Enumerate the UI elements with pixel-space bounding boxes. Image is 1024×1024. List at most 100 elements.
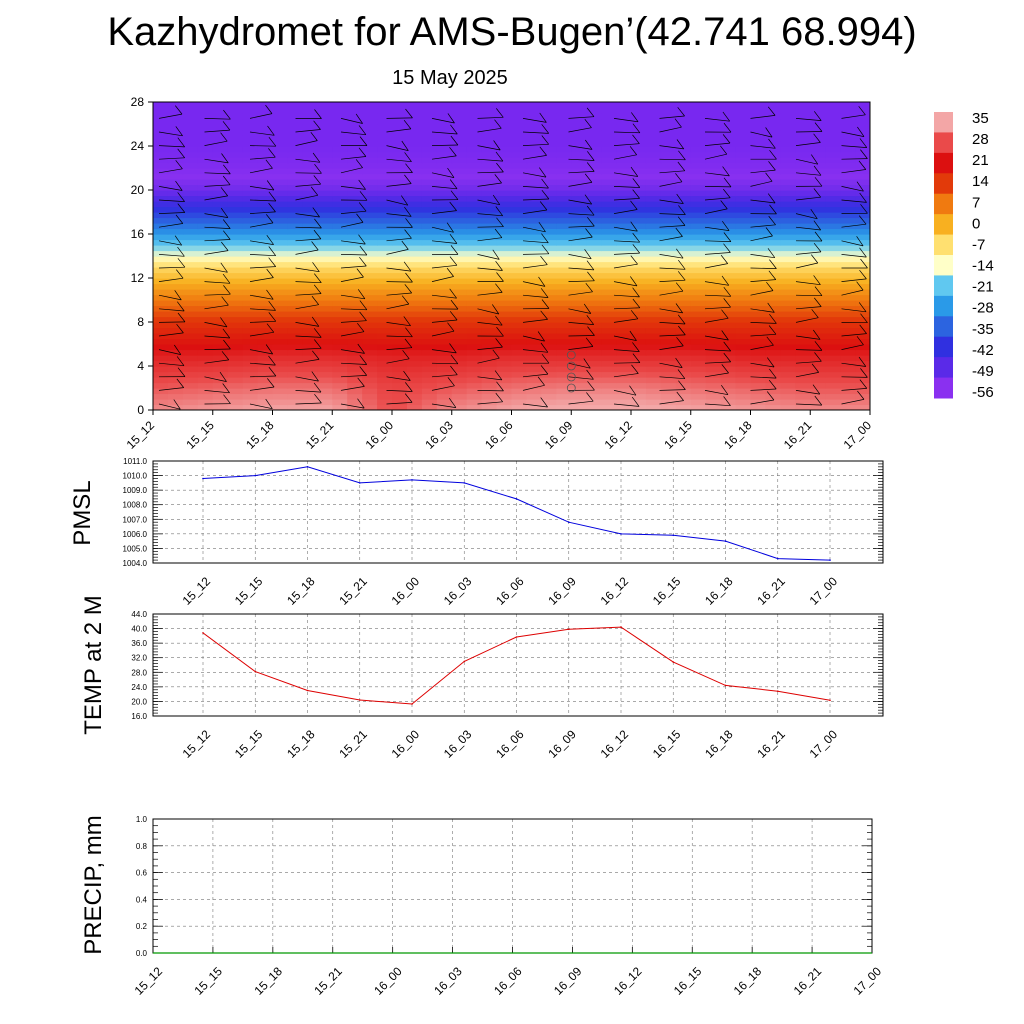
heatmap-cell [675,195,692,202]
wind-barb-flag [311,371,319,382]
wind-barb-flag [494,119,502,129]
heatmap-cell [197,349,214,356]
wind-barb [750,308,775,313]
colorbar-swatch [934,377,953,399]
heatmap-cell [272,184,289,191]
heatmap-cell [182,102,199,109]
heatmap-cell [287,135,303,142]
wind-barb [477,158,503,162]
heatmap-cell [810,377,826,384]
heatmap-cell [855,250,870,257]
colorbar-label: -35 [972,321,994,338]
wind-barb-flag [494,174,502,184]
heatmap-cell [392,228,408,235]
heatmap-cell [675,294,692,301]
heatmap-cell [750,223,767,230]
heatmap-cell [675,360,692,367]
heatmap-cell [690,300,707,307]
heatmap-cell [586,338,602,345]
heatmap-cell [182,278,199,285]
heatmap-cell [242,404,259,410]
wind-barb-flag [722,111,730,122]
heatmap-cell [825,124,841,131]
heatmap-cell [645,206,662,213]
wind-barb [522,172,547,178]
heatmap-cell [332,135,348,142]
heatmap-cell [840,151,856,158]
heatmap-cell [317,135,333,142]
heatmap-cell [675,344,692,351]
heatmap-cell [287,311,303,318]
heatmap-cell [317,239,333,246]
x-tick-label: 16_12 [598,727,632,761]
heatmap-cell [362,256,378,263]
wind-barb [613,154,637,160]
heatmap-cell [855,377,870,384]
wind-barb [386,335,413,338]
heatmap-cell [556,151,572,158]
wind-barb [249,362,276,366]
heatmap-cell [705,245,722,252]
heatmap-cell [481,118,498,125]
heatmap-cell [257,135,274,142]
wind-barb-flag [539,146,547,156]
wind-barb-flag [584,194,592,205]
heatmap-cell [511,267,528,274]
y-tick-label: 24.0 [131,683,147,692]
heatmap-cell [302,377,318,384]
heatmap-cell [780,102,796,109]
heatmap-cell [421,173,438,180]
wind-barb [477,390,504,392]
heatmap-cell [377,355,393,362]
wind-barb [431,118,455,124]
heatmap-cell [167,102,184,109]
heatmap-cell [167,228,184,235]
heatmap-cell [825,146,841,153]
heatmap-cell [690,217,707,224]
heatmap-cell [421,234,438,241]
wind-barb [750,322,777,324]
wind-barb [477,213,503,217]
heatmap-cell [645,146,662,153]
heatmap-cell [780,162,796,169]
wind-barb [158,157,185,160]
wind-barb [613,143,640,146]
wind-barb [704,240,731,242]
heatmap-cell [571,129,587,136]
heatmap-cell [601,404,617,410]
heatmap-cell [675,311,692,318]
heatmap-cell [377,151,393,158]
wind-barb-flag [813,220,821,231]
wind-barb [795,372,819,378]
heatmap-cell [242,377,259,384]
wind-barb-flag [450,365,458,376]
heatmap-cell [153,157,169,164]
wind-barb [704,118,730,122]
wind-barb [158,113,183,119]
heatmap-cell [556,344,572,351]
wind-barb-flag [720,200,728,210]
colorbar-swatch [934,295,953,317]
heatmap-cell [750,113,767,120]
heatmap-cell [153,267,169,274]
wind-barb-flag [446,267,454,277]
heatmap-cell [302,129,318,136]
heatmap-cell [287,294,303,301]
heatmap-cell [765,245,781,252]
heatmap-cell [780,327,796,334]
heatmap-cell [227,404,244,410]
heatmap-cell [421,157,438,164]
heatmap-cell [421,355,438,362]
heatmap-cell [421,366,438,373]
heatmap-cell [212,272,229,279]
wind-barb-flag [492,349,500,359]
heatmap-cell [272,382,289,389]
wind-barb-flag [720,145,728,155]
heatmap-cell [840,316,856,323]
heatmap-cell [392,278,408,285]
heatmap-cell [496,382,513,389]
heatmap-cell [302,338,318,345]
wind-barb [568,182,592,187]
wind-barb-flag [358,179,366,190]
wind-barb-flag [675,173,683,183]
